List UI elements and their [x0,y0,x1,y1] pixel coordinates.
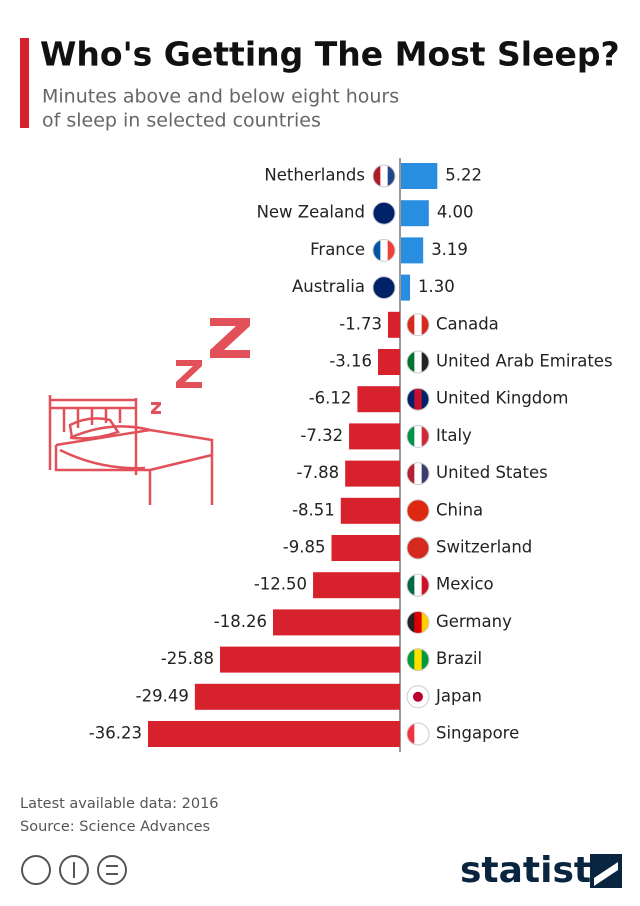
subtitle: Minutes above and below eight hours [42,86,399,108]
flag-icon [407,313,429,336]
flag-icon [407,351,429,373]
note: Latest available data: 2016 [20,796,219,812]
flag-border [372,164,396,188]
brand-logo [594,862,618,886]
category-label: China [436,500,483,519]
flag-icon [407,425,429,448]
flag-icon [373,239,395,262]
bar [272,609,400,636]
value-label: -7.88 [296,463,339,482]
flag-icon [407,462,429,485]
bar [349,423,400,450]
value-label: -3.16 [329,352,372,371]
flag-icon [407,499,429,522]
flag-border [406,610,430,634]
bar [401,237,424,264]
value-label: 4.00 [437,203,474,222]
flag-border [406,648,430,672]
flag-icon [373,276,395,299]
flag-border [372,201,396,225]
value-label: -25.88 [161,649,214,668]
chart-title: Who's Getting The Most Sleep? [40,35,620,74]
flag-border [406,350,430,374]
bar [357,386,400,413]
bar [313,572,400,599]
category-label: Japan [435,686,482,705]
flag-icon [407,388,429,411]
bar [387,311,400,338]
flag-border [406,387,430,411]
flag-icon [407,723,429,745]
bar [345,460,400,487]
bar [340,497,400,524]
flag-border [372,276,396,300]
value-label: -8.51 [292,500,335,519]
brand: statista [460,850,615,891]
value-label: -36.23 [89,724,142,743]
flag-border [406,499,430,523]
flag-border [406,722,430,746]
bar [148,721,400,747]
category-label: United Kingdom [436,389,568,408]
value-label: -12.50 [254,575,307,594]
category-label: United States [436,463,548,482]
value-label: 1.30 [418,277,455,296]
category-label: United Arab Emirates [436,352,613,371]
flag-icon [407,648,429,671]
value-label: -6.12 [309,389,352,408]
bar [219,646,400,673]
bar [401,200,429,227]
bar [401,163,438,189]
category-label: Canada [436,314,499,333]
value-label: -1.73 [339,314,382,333]
category-label: France [310,240,365,259]
value-label: -18.26 [214,612,267,631]
flag-icon [407,611,429,634]
flag-border [372,238,396,262]
flag-icon [373,165,395,187]
flag-border [406,462,430,486]
category-label: Italy [436,426,472,445]
flag-border [406,536,430,560]
bed-illustration [48,395,214,505]
category-label: Switzerland [436,538,532,557]
bar [401,274,411,301]
category-label: Germany [436,612,512,631]
value-label: -29.49 [136,686,189,705]
zzz-illustration [151,318,250,414]
bar [331,535,400,561]
title-accent [20,38,29,128]
category-label: Brazil [436,649,482,668]
category-label: Netherlands [264,166,365,185]
flag-icon [407,574,429,597]
value-label: 3.19 [431,240,468,259]
value-label: -7.32 [300,426,343,445]
category-label: Mexico [436,575,494,594]
flag-border [406,424,430,448]
flag-icon [407,537,429,559]
flag-border [406,573,430,597]
flag-icon [373,202,395,225]
flag-icon [407,685,429,708]
category-label: Singapore [436,724,519,743]
flag-border [406,313,430,337]
bar [378,349,400,375]
subtitle: of sleep in selected countries [42,110,321,132]
note: Source: Science Advances [20,819,210,835]
bar [194,683,400,710]
value-label: 5.22 [445,166,482,185]
flag-border [406,685,430,709]
category-label: Australia [292,277,365,296]
value-label: -9.85 [283,538,326,557]
license-icons [21,855,127,885]
category-label: New Zealand [257,203,365,222]
